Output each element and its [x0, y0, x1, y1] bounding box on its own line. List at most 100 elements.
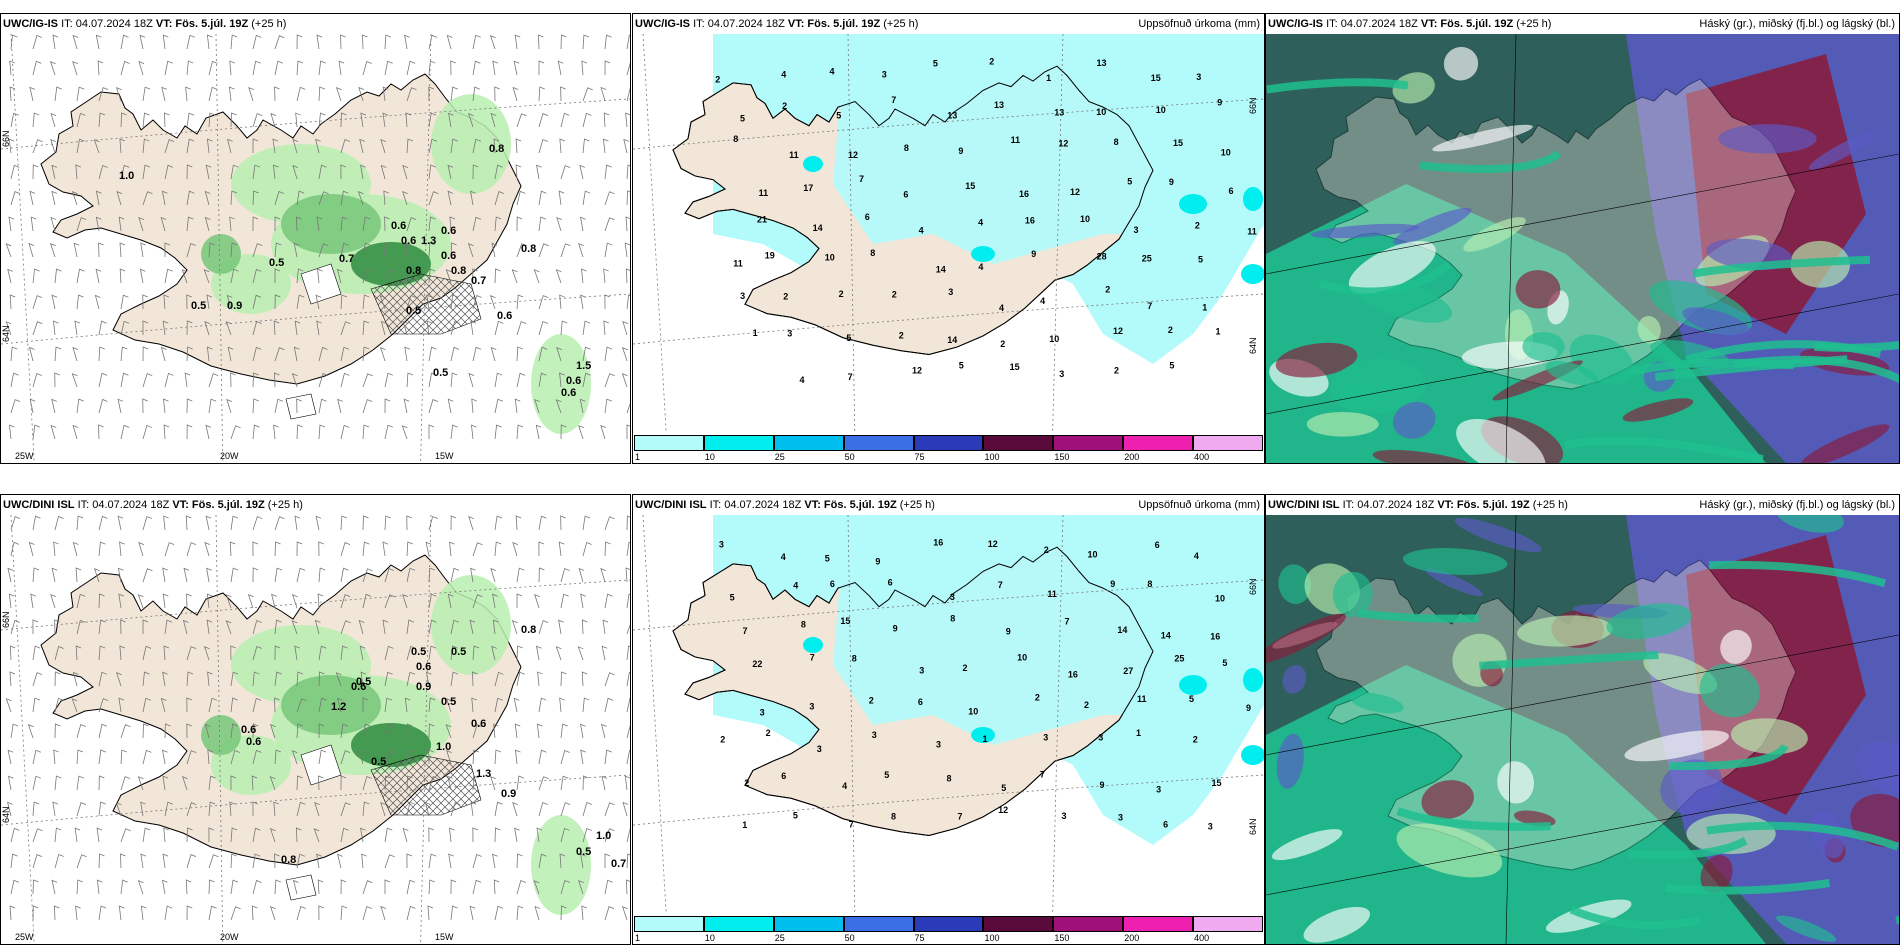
wind-barb — [362, 515, 369, 531]
cloud-band — [1396, 807, 1551, 831]
wind-barb — [76, 398, 84, 414]
wind-barb — [626, 190, 630, 206]
wind-barb — [230, 645, 236, 661]
wind-barb — [98, 671, 108, 687]
precip-value: 10 — [1096, 107, 1106, 117]
wind-barb — [7, 801, 13, 817]
wind-barb — [380, 801, 386, 817]
precip-value: 11 — [759, 188, 769, 198]
wind-barb — [604, 217, 615, 232]
wind-barb — [472, 827, 478, 843]
wind-barb — [164, 905, 173, 921]
precip-value: 16 — [1019, 189, 1029, 199]
legend-swatch — [634, 435, 704, 451]
graticule — [633, 34, 1264, 433]
wind-barb — [362, 373, 373, 388]
wind-barb — [229, 60, 235, 76]
longitude-label: 25W — [15, 932, 34, 942]
cloud-blob — [1350, 692, 1404, 714]
precip-value: 10 — [1221, 147, 1231, 157]
map-area — [1266, 34, 1899, 463]
wind-barb — [446, 749, 452, 765]
wind-barb — [76, 854, 87, 869]
wind-barb — [119, 645, 126, 661]
precip-value: 3 — [872, 730, 877, 740]
wind-barb — [76, 802, 87, 817]
wind-barb — [10, 399, 21, 414]
wind-barb — [626, 164, 630, 180]
legend-swatch — [983, 435, 1054, 451]
wind-barb — [560, 880, 571, 895]
wind-barb — [538, 372, 547, 388]
wind-barb — [538, 697, 547, 713]
cloud-band — [1733, 355, 1899, 384]
iceland-outline — [673, 66, 1153, 354]
wind-barb — [582, 827, 592, 843]
legend-label: 50 — [844, 452, 855, 462]
gust-value: 0.6 — [497, 310, 512, 322]
run-info: IT: 04.07.2024 18Z — [1326, 18, 1418, 30]
panel-title: UWC/IG-IS IT: 04.07.2024 18Z VT: Fös. 5.… — [1, 14, 630, 34]
wind-barb — [494, 671, 504, 687]
wind-barb — [445, 724, 452, 739]
wind-barb — [229, 216, 235, 232]
wind-barb — [5, 243, 12, 258]
legend-label: 10 — [704, 933, 715, 943]
wind-barb — [318, 191, 329, 206]
wind-barb — [538, 190, 547, 206]
wind-barb — [472, 60, 481, 76]
wind-barb — [404, 268, 411, 284]
wind-barb — [384, 854, 395, 869]
wind-barb — [406, 723, 413, 739]
wind-barb — [247, 594, 254, 609]
wind-barb — [32, 321, 43, 336]
precip-value: 2 — [766, 728, 771, 738]
panel-title: UWC/IG-IS IT: 04.07.2024 18Z VT: Fös. 5.… — [1266, 14, 1899, 34]
wind-barb — [424, 801, 431, 817]
precip-value: 3 — [1156, 784, 1161, 794]
wind-barb — [514, 398, 521, 414]
wind-barb — [115, 87, 122, 102]
precip-value: 1 — [1046, 73, 1051, 83]
wind-barb — [51, 190, 58, 206]
precip-value: 21 — [757, 215, 767, 225]
wind-barb — [362, 294, 370, 310]
wind-barb — [380, 320, 387, 336]
panel-igis-cloud: UWC/IG-IS IT: 04.07.2024 18Z VT: Fös. 5.… — [1265, 13, 1900, 464]
gust-value: 0.6 — [566, 375, 581, 387]
wind-barb — [206, 619, 213, 635]
wind-barb — [489, 35, 496, 50]
wind-barb — [428, 191, 439, 206]
wind-barb — [32, 139, 43, 154]
precip-value: 12 — [998, 805, 1008, 815]
wind-barb — [538, 515, 547, 531]
precip-value: 1 — [1202, 302, 1207, 312]
map-area: 66N 64N 25W 20W 15W 1.0 0.8 0.5 0.9 0.5 0.7 0.6 0.6 0… — [1, 34, 630, 463]
wind-barb — [405, 242, 412, 258]
wind-barb — [32, 372, 42, 388]
wind-barb — [604, 853, 611, 869]
latitude-label: 66N — [1, 611, 11, 628]
wind-barb — [621, 906, 628, 921]
cloud-blob — [1810, 811, 1845, 859]
wind-barb — [97, 60, 104, 76]
wind-barb — [164, 242, 171, 258]
precip-value: 8 — [852, 653, 857, 663]
map-area: 66N 64N 3 4 5 9 16 12 2 10 6 4 5 4 6 6 3 7 11 9 8 10 7 8 15 9 8 9 7 1… — [633, 515, 1264, 914]
wind-barb — [470, 424, 477, 440]
precip-value: 25 — [1142, 253, 1152, 263]
wind-barb — [560, 593, 569, 609]
wind-barb — [448, 853, 454, 869]
wind-barb — [120, 346, 128, 362]
wind-barb — [538, 776, 549, 791]
wind-barb — [626, 87, 630, 102]
precip-value: 7 — [849, 819, 854, 829]
wind-barb — [9, 60, 15, 76]
legend-label: 200 — [1124, 933, 1140, 943]
wind-barb — [252, 619, 262, 635]
wind-barb — [533, 269, 540, 284]
wind-barb — [208, 242, 216, 258]
wind-barb — [428, 749, 434, 765]
wind-barb — [32, 295, 43, 310]
wind-barb — [516, 853, 523, 869]
